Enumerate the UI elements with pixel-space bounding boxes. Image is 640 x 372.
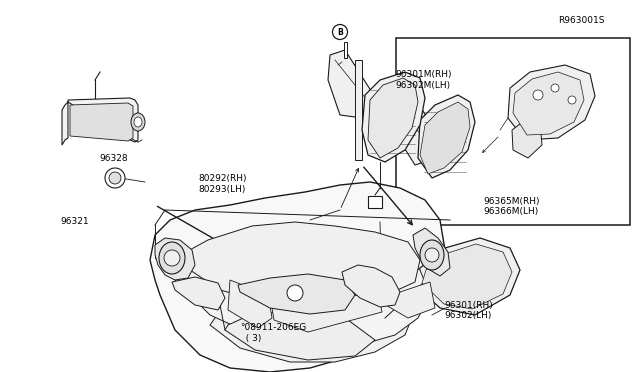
Polygon shape xyxy=(368,78,418,158)
Polygon shape xyxy=(328,50,380,120)
Circle shape xyxy=(333,25,348,39)
Polygon shape xyxy=(150,182,445,372)
Text: R963001S: R963001S xyxy=(558,16,605,25)
Polygon shape xyxy=(155,238,195,280)
Polygon shape xyxy=(172,277,225,310)
Polygon shape xyxy=(420,102,470,174)
Text: 96301M(RH)
96302M(LH): 96301M(RH) 96302M(LH) xyxy=(396,70,452,90)
Circle shape xyxy=(425,248,439,262)
Polygon shape xyxy=(422,244,512,309)
Polygon shape xyxy=(413,228,450,276)
Polygon shape xyxy=(355,60,362,160)
Polygon shape xyxy=(512,118,542,158)
Polygon shape xyxy=(513,72,584,135)
Polygon shape xyxy=(382,282,435,318)
Bar xyxy=(396,38,630,225)
Ellipse shape xyxy=(420,240,444,270)
Circle shape xyxy=(551,84,559,92)
Text: 96321: 96321 xyxy=(61,217,90,226)
Circle shape xyxy=(533,90,543,100)
Text: 80292(RH)
80293(LH): 80292(RH) 80293(LH) xyxy=(198,174,247,194)
Text: 96328: 96328 xyxy=(99,154,128,163)
Ellipse shape xyxy=(159,242,185,274)
Bar xyxy=(368,196,382,208)
Text: °08911-206EG
  ( 3): °08911-206EG ( 3) xyxy=(240,323,307,343)
Circle shape xyxy=(109,172,121,184)
Ellipse shape xyxy=(131,113,145,131)
Polygon shape xyxy=(225,310,375,360)
Polygon shape xyxy=(415,238,520,315)
Text: 96301(RH)
96302(LH): 96301(RH) 96302(LH) xyxy=(445,301,493,320)
Polygon shape xyxy=(228,280,272,328)
Polygon shape xyxy=(62,98,138,145)
Polygon shape xyxy=(238,274,355,314)
Polygon shape xyxy=(210,272,415,362)
Ellipse shape xyxy=(134,117,142,127)
Polygon shape xyxy=(175,238,430,348)
Polygon shape xyxy=(362,72,425,162)
Polygon shape xyxy=(418,95,475,178)
Polygon shape xyxy=(344,42,347,58)
Text: B: B xyxy=(337,28,343,36)
Circle shape xyxy=(568,96,576,104)
Polygon shape xyxy=(398,98,440,165)
Circle shape xyxy=(287,285,303,301)
Polygon shape xyxy=(342,265,400,307)
Circle shape xyxy=(164,250,180,266)
Circle shape xyxy=(105,168,125,188)
Polygon shape xyxy=(508,65,595,140)
Polygon shape xyxy=(70,103,133,141)
Polygon shape xyxy=(272,292,382,332)
Polygon shape xyxy=(170,222,420,307)
Text: 96365M(RH)
96366M(LH): 96365M(RH) 96366M(LH) xyxy=(483,197,540,216)
